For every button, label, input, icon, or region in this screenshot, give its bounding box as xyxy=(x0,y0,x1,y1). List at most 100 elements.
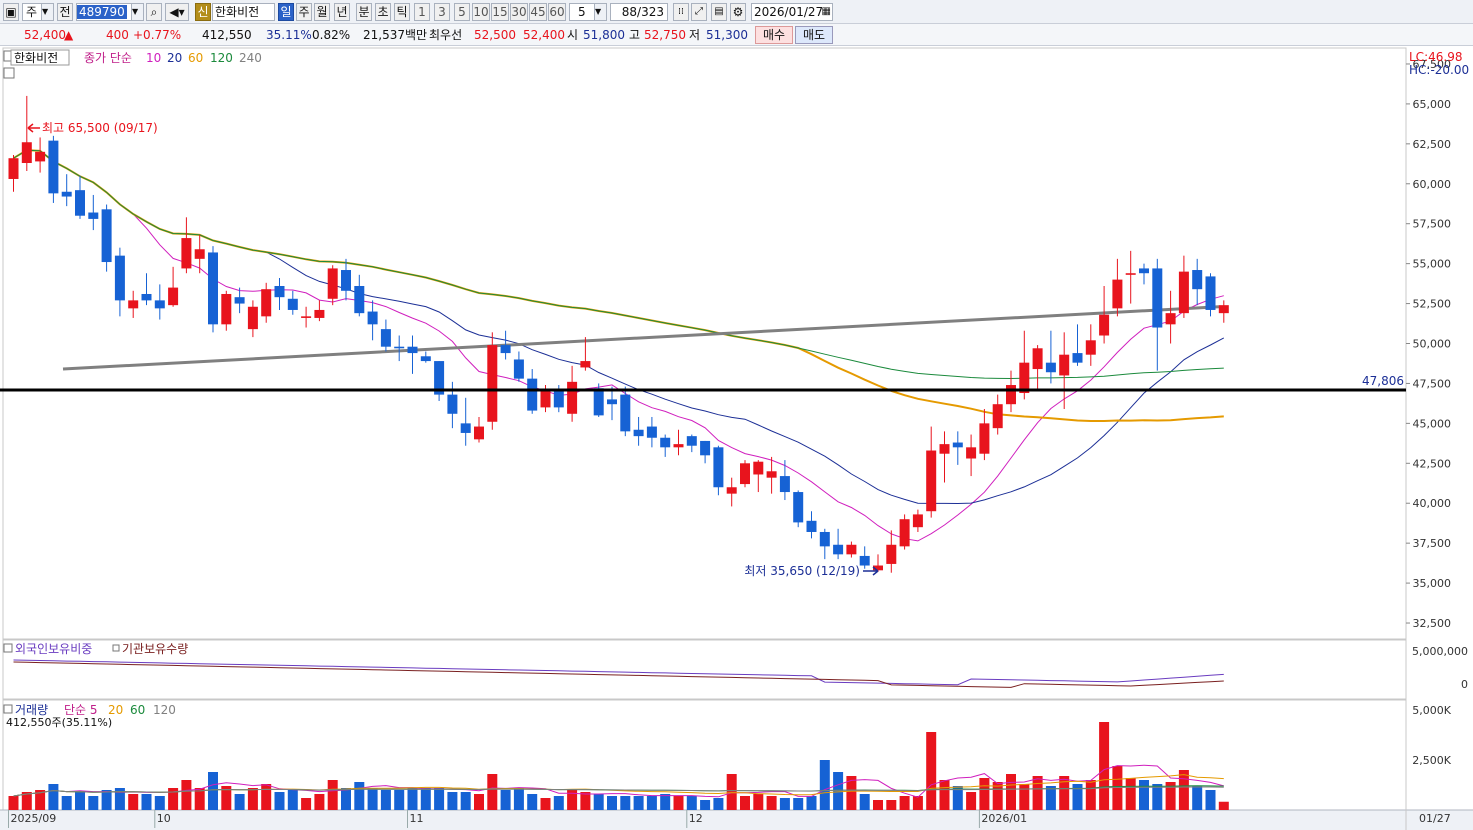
volume-bars xyxy=(8,722,1229,810)
candle-body xyxy=(540,391,551,408)
foreign-ownership-line xyxy=(13,659,1224,686)
gear-icon[interactable]: ⚙ xyxy=(730,3,746,21)
interval-input[interactable]: 5 ▼ xyxy=(569,3,607,21)
date-field[interactable]: 2026/01/27 ▦ xyxy=(751,3,833,21)
candle-body xyxy=(287,298,298,310)
panel-settings-icon[interactable] xyxy=(3,67,15,79)
tab-year[interactable]: 년 xyxy=(334,3,350,21)
volume-bar xyxy=(434,788,445,810)
candle-body xyxy=(247,306,258,330)
candle-body xyxy=(793,492,804,523)
time-tick-label: 2025/09 xyxy=(11,812,57,825)
candle-body xyxy=(646,426,657,438)
hc-value: HC:-20.00 xyxy=(1409,63,1469,77)
volume-bar xyxy=(460,792,471,810)
tab-month[interactable]: 월 xyxy=(314,3,330,21)
volume-bar xyxy=(101,790,112,810)
up-arrow-icon: ▲ xyxy=(64,28,74,42)
candle-body xyxy=(899,519,910,547)
main-panel-title-box[interactable] xyxy=(10,49,70,66)
interval-60[interactable]: 60 xyxy=(548,3,566,21)
save-icon[interactable]: ▤ xyxy=(711,3,727,21)
volume-bar xyxy=(607,796,617,810)
candle-body xyxy=(274,285,285,298)
time-tick-label: 11 xyxy=(410,812,424,825)
candle-body xyxy=(1045,362,1056,373)
tab-second[interactable]: 초 xyxy=(375,3,391,21)
right-arrow-icon xyxy=(863,566,879,576)
candle-body xyxy=(939,444,950,454)
price-change: 400 xyxy=(106,28,129,42)
speaker-icon[interactable]: ◀▾ xyxy=(165,3,189,21)
panel-toggle-icon[interactable] xyxy=(112,644,120,652)
interval-3[interactable]: 3 xyxy=(434,3,450,21)
chevron-down-icon: ▼ xyxy=(594,4,606,20)
stock-chart[interactable]: 67,500 65,000 62,500 60,000 57,500 55,000 52,5… xyxy=(0,47,1473,830)
candle-body xyxy=(420,356,431,362)
buy-button[interactable]: 매수 xyxy=(755,26,793,44)
candle-body xyxy=(114,255,125,301)
toolbar-top: ▣ 주 ▼ 전 489790 ▼ ⌕ ◀▾ 신 한화비전 일 주 월 년 분 초 틱… xyxy=(0,0,1473,24)
candle-body xyxy=(673,444,684,448)
interval-30[interactable]: 30 xyxy=(510,3,528,21)
interval-1[interactable]: 1 xyxy=(414,3,430,21)
calendar-icon[interactable]: ▦ xyxy=(821,6,831,17)
volume-bar xyxy=(646,796,657,810)
interval-45[interactable]: 45 xyxy=(529,3,547,21)
candle-body xyxy=(75,190,85,216)
candle-body xyxy=(474,426,484,440)
volume-bar xyxy=(394,790,405,810)
candle-body xyxy=(726,487,737,494)
period-dropdown[interactable]: 주 ▼ xyxy=(22,3,54,21)
candle-body xyxy=(819,531,830,547)
candle-body xyxy=(1205,276,1216,310)
panel-toggle-icon[interactable] xyxy=(3,704,13,714)
candle-body xyxy=(460,423,471,433)
volume-bar xyxy=(487,774,498,810)
volume-bar xyxy=(35,790,46,810)
grip-icon[interactable]: ⁞⁞ xyxy=(673,3,689,21)
volume-bar xyxy=(301,798,312,810)
stock-name-field[interactable]: 한화비전 xyxy=(212,3,275,21)
candle-body xyxy=(341,270,351,291)
candlestick-series xyxy=(8,95,1229,573)
stock-code-input[interactable]: 489790 ▼ xyxy=(76,3,144,21)
institution-holdings-line xyxy=(13,661,1224,688)
zoom-icon[interactable]: ⤢ xyxy=(691,3,707,21)
candle-body xyxy=(912,514,923,528)
candle-body xyxy=(607,399,617,405)
volume-bar xyxy=(1032,776,1043,810)
high-label: 고 xyxy=(629,28,641,42)
volume-bar xyxy=(806,796,817,810)
window-icon[interactable]: ▣ xyxy=(3,3,19,21)
interval-15[interactable]: 15 xyxy=(491,3,509,21)
panel-toggle-icon[interactable] xyxy=(3,643,13,653)
candle-body xyxy=(234,297,245,304)
candle-body xyxy=(1165,313,1176,325)
compare-button[interactable]: 전 xyxy=(57,3,73,21)
volume-bar xyxy=(766,796,777,810)
volume-bar xyxy=(8,796,19,810)
candle-body xyxy=(407,346,418,354)
sell-button[interactable]: 매도 xyxy=(795,26,833,44)
volume-bar xyxy=(407,788,418,810)
chevron-down-icon: ▼ xyxy=(41,4,53,20)
tab-day[interactable]: 일 xyxy=(278,3,294,21)
volume-bar xyxy=(1085,780,1096,810)
volume-panel-title: 거래량 xyxy=(15,703,48,717)
interval-input-value: 5 xyxy=(578,5,586,19)
interval-10[interactable]: 10 xyxy=(472,3,490,21)
tab-minute[interactable]: 분 xyxy=(356,3,372,21)
period-label: 주 xyxy=(26,5,38,19)
candle-body xyxy=(380,329,391,347)
tab-tick[interactable]: 틱 xyxy=(394,3,410,21)
candle-body xyxy=(21,142,32,164)
candle-body xyxy=(1059,354,1070,376)
interval-5[interactable]: 5 xyxy=(454,3,470,21)
tab-week[interactable]: 주 xyxy=(296,3,312,21)
volume-bar xyxy=(1165,782,1176,810)
search-icon[interactable]: ⌕ xyxy=(146,3,162,21)
candle-body xyxy=(713,447,724,488)
price-tick-label: 52,500 xyxy=(1413,298,1452,311)
volume-bar xyxy=(899,796,910,810)
